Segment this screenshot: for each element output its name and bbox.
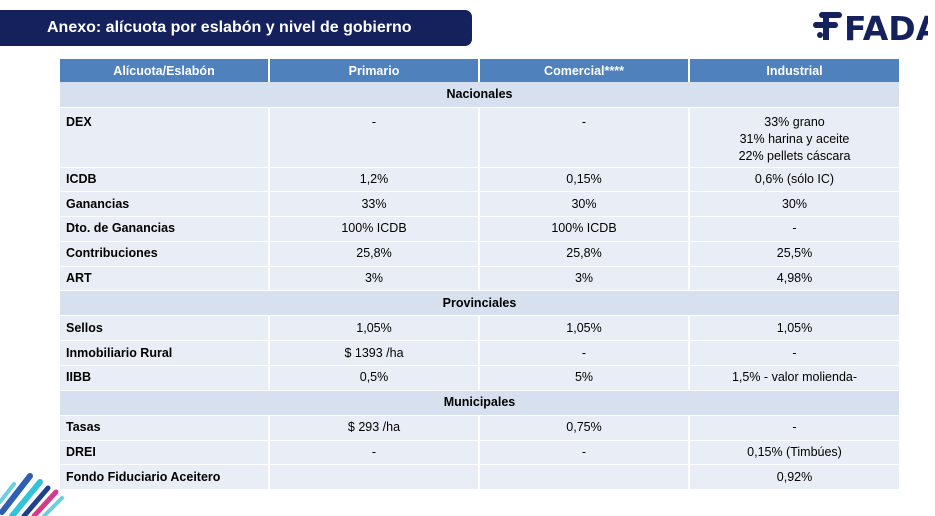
section-title: Provinciales xyxy=(60,290,899,317)
table-row: Dto. de Ganancias 100% ICDB 100% ICDB - xyxy=(60,216,899,242)
cell-comercial: 0,75% xyxy=(479,415,690,441)
row-label: Dto. de Ganancias xyxy=(60,216,270,242)
cell-comercial: 25,8% xyxy=(479,241,690,267)
table-row: ART 3% 3% 4,98% xyxy=(60,266,899,292)
table-row: DEX - - 33% grano 31% harina y aceite 22… xyxy=(60,107,899,168)
cell-comercial: - xyxy=(479,440,690,466)
tax-rate-table: Alícuota/Eslabón Primario Comercial**** … xyxy=(60,59,899,491)
cell-comercial: 3% xyxy=(479,266,690,292)
column-header-alicuota: Alícuota/Eslabón xyxy=(60,59,270,82)
table-row: Ganancias 33% 30% 30% xyxy=(60,191,899,218)
table-row: Contribuciones 25,8% 25,8% 25,5% xyxy=(60,241,899,267)
cell-industrial-line: 31% harina y aceite xyxy=(739,131,850,146)
cell-primario: 100% ICDB xyxy=(269,216,480,242)
row-label: DREI xyxy=(60,440,270,466)
column-header-industrial: Industrial xyxy=(689,59,899,82)
table-row: Tasas $ 293 /ha 0,75% - xyxy=(60,415,899,441)
row-label: DEX xyxy=(60,107,270,168)
column-header-comercial: Comercial**** xyxy=(479,59,690,82)
section-title: Nacionales xyxy=(60,82,899,108)
cell-primario xyxy=(269,464,480,491)
cell-primario: 25,8% xyxy=(269,241,480,267)
table-row: Inmobiliario Rural $ 1393 /ha - - xyxy=(60,340,899,367)
cell-comercial: 100% ICDB xyxy=(479,216,690,242)
cell-industrial: 1,5% - valor molienda- xyxy=(689,365,899,391)
cell-industrial: 30% xyxy=(689,191,899,218)
cell-comercial: 1,05% xyxy=(479,315,690,342)
section-title: Municipales xyxy=(60,390,899,416)
cell-comercial: - xyxy=(479,340,690,367)
cell-primario: 3% xyxy=(269,266,480,292)
cell-primario: - xyxy=(269,107,480,168)
cell-primario: 0,5% xyxy=(269,365,480,391)
table-row: Fondo Fiduciario Aceitero 0,92% xyxy=(60,464,899,491)
cell-industrial: 25,5% xyxy=(689,241,899,267)
row-label: Fondo Fiduciario Aceitero xyxy=(60,464,270,491)
table-row: DREI - - 0,15% (Timbúes) xyxy=(60,440,899,466)
cell-primario: $ 1393 /ha xyxy=(269,340,480,367)
cell-industrial: - xyxy=(689,216,899,242)
cell-primario: 1,2% xyxy=(269,167,480,193)
cell-industrial-line: 22% pellets cáscara xyxy=(738,148,851,163)
page-title: Anexo: alícuota por eslabón y nivel de g… xyxy=(47,19,412,36)
cell-comercial: 0,15% xyxy=(479,167,690,193)
cell-comercial: 5% xyxy=(479,365,690,391)
cell-industrial: - xyxy=(689,340,899,367)
cell-industrial: 1,05% xyxy=(689,315,899,342)
table-header-row: Alícuota/Eslabón Primario Comercial**** … xyxy=(60,59,899,82)
cell-primario: - xyxy=(269,440,480,466)
table-row: Sellos 1,05% 1,05% 1,05% xyxy=(60,315,899,342)
row-label: Tasas xyxy=(60,415,270,441)
cell-primario: $ 293 /ha xyxy=(269,415,480,441)
table-row: IIBB 0,5% 5% 1,5% - valor molienda- xyxy=(60,365,899,391)
cell-industrial: 33% grano 31% harina y aceite 22% pellet… xyxy=(689,107,899,168)
cell-industrial-line: 33% grano xyxy=(764,114,825,129)
row-label: ICDB xyxy=(60,167,270,193)
row-label: Ganancias xyxy=(60,191,270,218)
cell-industrial: 4,98% xyxy=(689,266,899,292)
cell-comercial: 30% xyxy=(479,191,690,218)
section-row-provinciales: Provinciales xyxy=(60,290,899,317)
cell-industrial: 0,6% (sólo IC) xyxy=(689,167,899,193)
section-row-municipales: Municipales xyxy=(60,390,899,416)
cell-industrial: - xyxy=(689,415,899,441)
cell-industrial: 0,92% xyxy=(689,464,899,491)
row-label: Contribuciones xyxy=(60,241,270,267)
title-banner: Anexo: alícuota por eslabón y nivel de g… xyxy=(0,10,472,46)
stripes-icon xyxy=(0,473,64,516)
cell-comercial: - xyxy=(479,107,690,168)
cell-primario: 33% xyxy=(269,191,480,218)
cell-primario: 1,05% xyxy=(269,315,480,342)
row-label: Inmobiliario Rural xyxy=(60,340,270,367)
row-label: ART xyxy=(60,266,270,292)
decorative-stripes xyxy=(0,462,70,516)
cell-comercial xyxy=(479,464,690,491)
row-label: IIBB xyxy=(60,365,270,391)
table-row: ICDB 1,2% 0,15% 0,6% (sólo IC) xyxy=(60,167,899,193)
cell-industrial: 0,15% (Timbúes) xyxy=(689,440,899,466)
row-label: Sellos xyxy=(60,315,270,342)
column-header-primario: Primario xyxy=(269,59,480,82)
section-row-nacionales: Nacionales xyxy=(60,82,899,108)
